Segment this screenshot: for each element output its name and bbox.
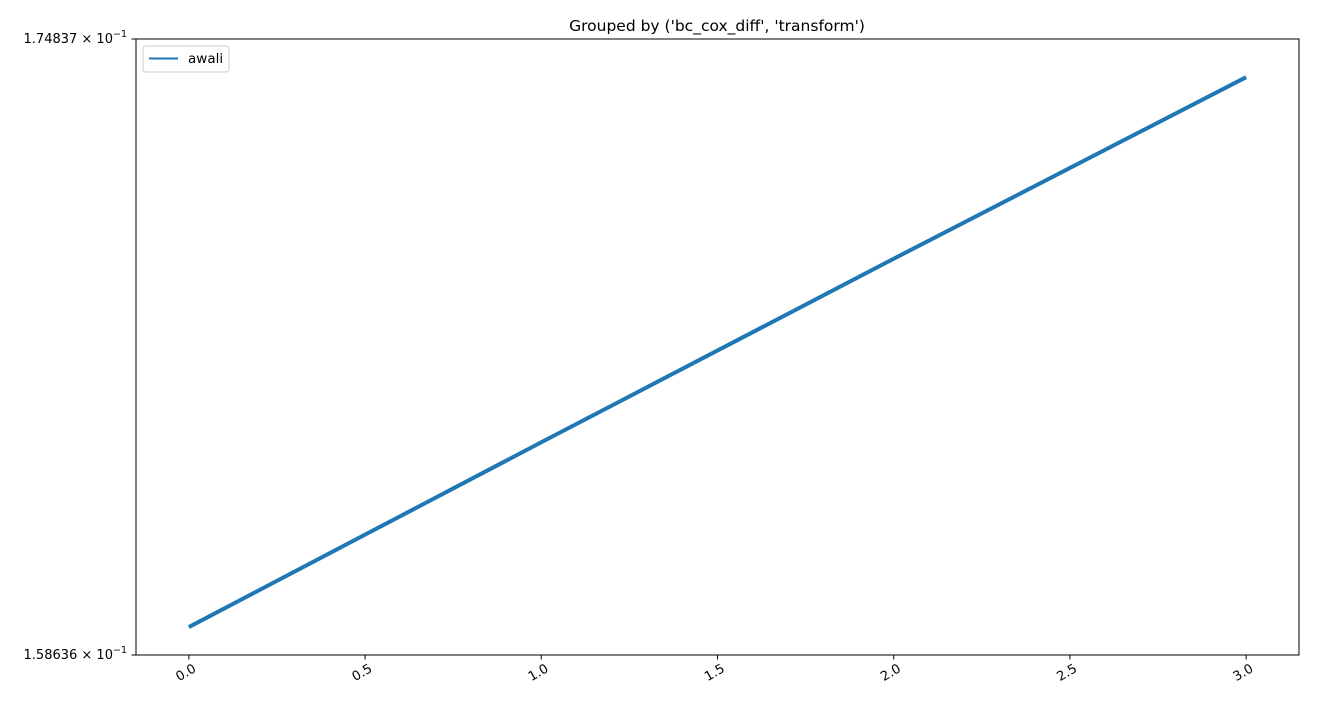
chart-title: Grouped by ('bc_cox_diff', 'transform') — [569, 17, 865, 36]
y-tick-label: 1.74837 × 10−1 — [24, 29, 127, 47]
legend-label: awali — [188, 51, 223, 67]
series-layer — [187, 75, 1248, 629]
series-line-awali — [187, 75, 1248, 629]
plot-frame — [135, 38, 1300, 656]
y-tick-label: 1.58636 × 10−1 — [24, 645, 127, 663]
legend: awali — [142, 45, 230, 73]
y-axis: 1.74837 × 10−1 1.58636 × 10−1 — [24, 29, 136, 663]
legend-box — [142, 45, 230, 73]
